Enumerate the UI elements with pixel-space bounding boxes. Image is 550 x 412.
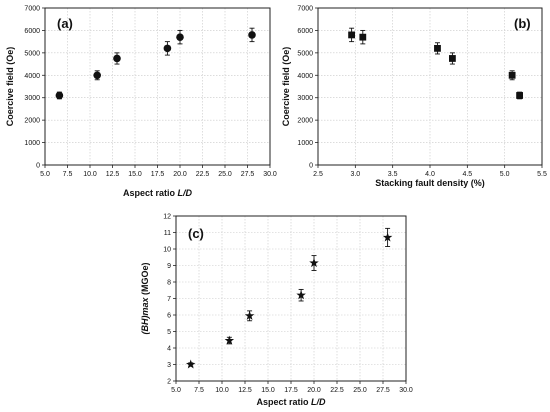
data-point [93, 71, 101, 80]
x-tick-label: 4.0 [425, 171, 435, 178]
data-point [224, 335, 235, 345]
y-tick-label: 4000 [24, 73, 40, 80]
x-tick-label: 27.5 [241, 171, 255, 178]
x-tick-label: 7.5 [63, 171, 73, 178]
x-tick-label: 12.5 [238, 387, 252, 394]
plot-frame [175, 215, 407, 382]
y-tick-label: 6000 [297, 28, 313, 35]
plot-frame [44, 7, 271, 166]
x-tick-label: 7.5 [194, 387, 204, 394]
data-point [516, 92, 523, 99]
x-tick-label: 3.0 [350, 171, 360, 178]
y-axis-label: Coercive field (Oe) [5, 47, 15, 127]
data-point [176, 33, 184, 41]
x-tick-label: 20.0 [307, 387, 321, 394]
x-axis-label: Aspect ratio L/D [256, 397, 326, 407]
x-tick-label: 15.0 [128, 171, 142, 178]
y-tick-label: 0 [36, 163, 40, 170]
data-point [309, 258, 319, 268]
x-tick-label: 10.0 [215, 387, 229, 394]
data-point [185, 359, 196, 369]
y-tick-label: 11 [164, 230, 171, 237]
y-tick-label: 2000 [297, 118, 313, 125]
data-point [348, 31, 355, 39]
data-point [382, 232, 393, 242]
x-tick-label: 5.0 [171, 387, 181, 394]
y-tick-label: 5000 [24, 50, 40, 57]
y-tick-label: 12 [163, 214, 171, 221]
x-tick-label: 17.5 [284, 387, 298, 394]
data-point [248, 31, 256, 39]
x-tick-label: 2.5 [313, 171, 323, 178]
x-tick-label: 10.0 [83, 171, 97, 178]
y-tick-label: 2 [167, 379, 171, 386]
panel-label: (a) [57, 16, 73, 31]
x-tick-label: 3.5 [388, 171, 398, 178]
x-tick-label: 17.5 [151, 171, 165, 178]
data-point [434, 44, 441, 52]
plot-frame [317, 7, 543, 166]
y-tick-label: 3 [167, 362, 171, 369]
x-tick-label: 4.5 [462, 171, 472, 178]
data-point [359, 33, 367, 41]
panel-label: (b) [514, 16, 531, 31]
x-tick-label: 27.5 [376, 387, 390, 394]
y-tick-label: 2000 [24, 118, 40, 125]
y-tick-label: 5000 [297, 50, 313, 57]
y-tick-label: 9 [167, 263, 171, 270]
y-tick-label: 3000 [24, 95, 40, 102]
data-point [55, 91, 64, 100]
x-tick-label: 30.0 [263, 171, 277, 178]
y-tick-label: 1000 [297, 140, 313, 147]
y-tick-label: 7 [167, 296, 171, 303]
data-point [296, 290, 306, 300]
y-tick-label: 8 [167, 280, 171, 287]
y-tick-label: 7000 [297, 6, 313, 13]
data-point [113, 54, 121, 63]
x-tick-label: 5.5 [537, 171, 547, 178]
x-axis-label: Stacking fault density (%) [375, 178, 485, 188]
y-tick-label: 6 [167, 313, 171, 320]
chart-panel-2: 2.5 3.0 3.5 4.0 4.5 5.0 5.5 0 1000 2000 3000 4000 50… [281, 6, 547, 189]
x-tick-label: 25.0 [353, 387, 367, 394]
chart-panel-1: 5.0 7.5 10.0 12.5 15.0 17.5 20.0 22.5 25.0 27.5 30… [5, 6, 277, 199]
panel-label: (c) [188, 226, 204, 241]
x-tick-label: 15.0 [261, 387, 275, 394]
data-point [508, 71, 516, 79]
data-point [449, 55, 456, 62]
y-axis-label: (BH)max (MGOe) [140, 262, 150, 334]
y-tick-label: 0 [309, 163, 313, 170]
x-tick-label: 25.0 [218, 171, 232, 178]
chart-panel-3: 5.0 7.5 10.0 12.5 15.0 17.5 20.0 22.5 25.0 27.5 30… [140, 214, 413, 408]
data-point [244, 310, 255, 320]
y-axis-label: Coercive field (Oe) [281, 47, 291, 127]
y-tick-label: 6000 [24, 28, 40, 35]
x-tick-label: 5.0 [40, 171, 50, 178]
x-tick-label: 22.5 [196, 171, 210, 178]
data-point [163, 44, 172, 53]
y-tick-label: 4 [167, 346, 171, 353]
x-tick-label: 12.5 [106, 171, 120, 178]
x-tick-label: 20.0 [173, 171, 187, 178]
x-tick-label: 22.5 [330, 387, 344, 394]
y-tick-label: 3000 [297, 95, 313, 102]
x-tick-label: 30.0 [399, 387, 413, 394]
y-tick-label: 10 [163, 247, 171, 254]
y-tick-label: 4000 [297, 73, 313, 80]
y-tick-label: 1000 [24, 140, 40, 147]
x-tick-label: 5.0 [500, 171, 510, 178]
y-tick-label: 5 [167, 329, 171, 336]
x-axis-label: Aspect ratio L/D [123, 188, 193, 198]
y-tick-label: 7000 [24, 6, 40, 13]
